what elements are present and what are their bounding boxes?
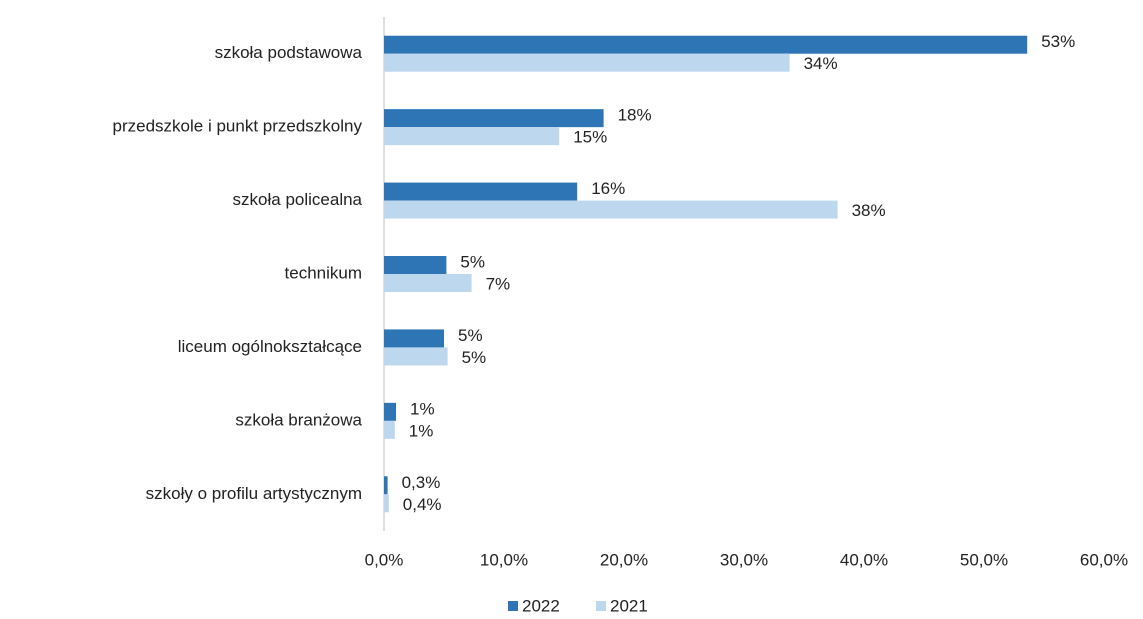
legend-label: 2021 (610, 596, 648, 615)
category-label: przedszkole i punkt przedszkolny (113, 117, 363, 136)
x-tick-label: 10,0% (480, 550, 528, 569)
data-label: 38% (852, 201, 886, 220)
bar (384, 109, 604, 128)
bar (384, 53, 790, 72)
x-tick-label: 40,0% (840, 550, 888, 569)
category-label: szkoły o profilu artystycznym (146, 484, 362, 503)
x-tick-label: 60,0% (1080, 550, 1128, 569)
category-label: szkoła podstawowa (215, 43, 363, 62)
data-label: 15% (573, 128, 607, 147)
legend-swatch (596, 601, 606, 611)
bar (384, 35, 1028, 54)
data-label: 1% (409, 421, 434, 440)
legend-swatch (508, 601, 518, 611)
data-label: 5% (458, 326, 483, 345)
x-tick-label: 20,0% (600, 550, 648, 569)
category-label: technikum (285, 263, 362, 282)
bar (384, 402, 396, 421)
bar (384, 127, 560, 146)
category-label: liceum ogólnokształcące (178, 337, 362, 356)
x-tick-label: 0,0% (365, 550, 404, 569)
data-label: 53% (1041, 32, 1075, 51)
data-label: 16% (591, 179, 625, 198)
category-label: szkoła branżowa (235, 410, 362, 429)
data-label: 5% (462, 348, 487, 367)
bar (384, 256, 447, 274)
data-label: 34% (804, 54, 838, 73)
bar (384, 420, 395, 439)
bar (384, 494, 389, 513)
category-label: szkoła policealna (233, 190, 363, 209)
bar (384, 476, 388, 495)
data-label: 0,3% (402, 473, 441, 492)
x-tick-label: 30,0% (720, 550, 768, 569)
data-label: 18% (618, 106, 652, 125)
data-label: 7% (486, 274, 511, 293)
data-label: 0,4% (403, 495, 442, 514)
bar (384, 347, 448, 366)
data-label: 1% (410, 399, 435, 418)
data-label: 5% (460, 252, 485, 271)
bar (384, 200, 838, 219)
bar (384, 182, 578, 201)
bar (384, 329, 444, 348)
bar (384, 274, 472, 292)
legend-label: 2022 (522, 596, 560, 615)
x-tick-label: 50,0% (960, 550, 1008, 569)
